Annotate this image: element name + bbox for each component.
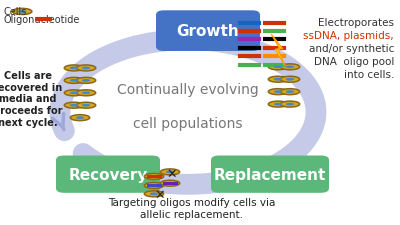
Ellipse shape: [268, 102, 288, 108]
Text: Growth: Growth: [177, 24, 239, 39]
Ellipse shape: [274, 66, 282, 69]
Text: Oligonucleotide: Oligonucleotide: [4, 15, 80, 25]
Ellipse shape: [144, 174, 164, 180]
Text: ✕: ✕: [155, 188, 165, 201]
Text: Electroporates: Electroporates: [318, 18, 394, 27]
Ellipse shape: [82, 67, 90, 70]
Ellipse shape: [274, 91, 282, 94]
Ellipse shape: [82, 80, 90, 82]
Ellipse shape: [166, 171, 174, 173]
Text: Recovery: Recovery: [68, 167, 148, 182]
Ellipse shape: [280, 102, 300, 108]
Ellipse shape: [150, 193, 158, 195]
Ellipse shape: [76, 117, 84, 119]
Ellipse shape: [268, 89, 288, 95]
Ellipse shape: [274, 79, 282, 81]
Text: Replacement: Replacement: [214, 167, 326, 182]
Ellipse shape: [76, 66, 96, 72]
Ellipse shape: [82, 104, 90, 107]
Ellipse shape: [12, 9, 32, 15]
Text: ✕: ✕: [166, 167, 176, 180]
Text: and/or synthetic: and/or synthetic: [309, 44, 394, 54]
Text: Targeting oligos modify cells via
allelic replacement.: Targeting oligos modify cells via alleli…: [108, 197, 276, 219]
Ellipse shape: [82, 92, 90, 95]
FancyBboxPatch shape: [156, 11, 260, 52]
Text: Cells are
recovered in
media and
proceeds for
next cycle.: Cells are recovered in media and proceed…: [0, 71, 63, 127]
Ellipse shape: [286, 79, 294, 81]
Ellipse shape: [160, 180, 180, 186]
Ellipse shape: [76, 78, 96, 84]
Text: ssDNA, plasmids,: ssDNA, plasmids,: [303, 31, 394, 40]
Ellipse shape: [64, 78, 84, 84]
Ellipse shape: [150, 175, 158, 178]
Ellipse shape: [70, 92, 78, 95]
Ellipse shape: [144, 183, 164, 189]
Text: Continually evolving: Continually evolving: [117, 83, 259, 97]
Text: cell populations: cell populations: [133, 117, 243, 131]
Text: into cells.: into cells.: [344, 70, 394, 80]
Ellipse shape: [76, 103, 96, 109]
Ellipse shape: [160, 169, 180, 175]
Ellipse shape: [274, 103, 282, 106]
Ellipse shape: [64, 103, 84, 109]
Ellipse shape: [268, 77, 288, 83]
Ellipse shape: [70, 80, 78, 82]
Ellipse shape: [286, 66, 294, 69]
Ellipse shape: [144, 191, 164, 197]
Ellipse shape: [18, 11, 26, 14]
Ellipse shape: [70, 115, 90, 121]
FancyBboxPatch shape: [211, 156, 329, 193]
Ellipse shape: [286, 103, 294, 106]
Ellipse shape: [150, 184, 158, 187]
Ellipse shape: [76, 90, 96, 96]
Ellipse shape: [70, 104, 78, 107]
Ellipse shape: [64, 90, 84, 96]
Ellipse shape: [166, 182, 174, 185]
FancyBboxPatch shape: [56, 156, 160, 193]
Ellipse shape: [64, 66, 84, 72]
Text: DNA  oligo pool: DNA oligo pool: [314, 57, 394, 67]
Text: Cells: Cells: [4, 7, 27, 17]
Ellipse shape: [268, 65, 288, 70]
Ellipse shape: [280, 77, 300, 83]
Ellipse shape: [280, 89, 300, 95]
Ellipse shape: [70, 67, 78, 70]
Ellipse shape: [280, 65, 300, 70]
Ellipse shape: [286, 91, 294, 94]
Polygon shape: [271, 35, 285, 66]
